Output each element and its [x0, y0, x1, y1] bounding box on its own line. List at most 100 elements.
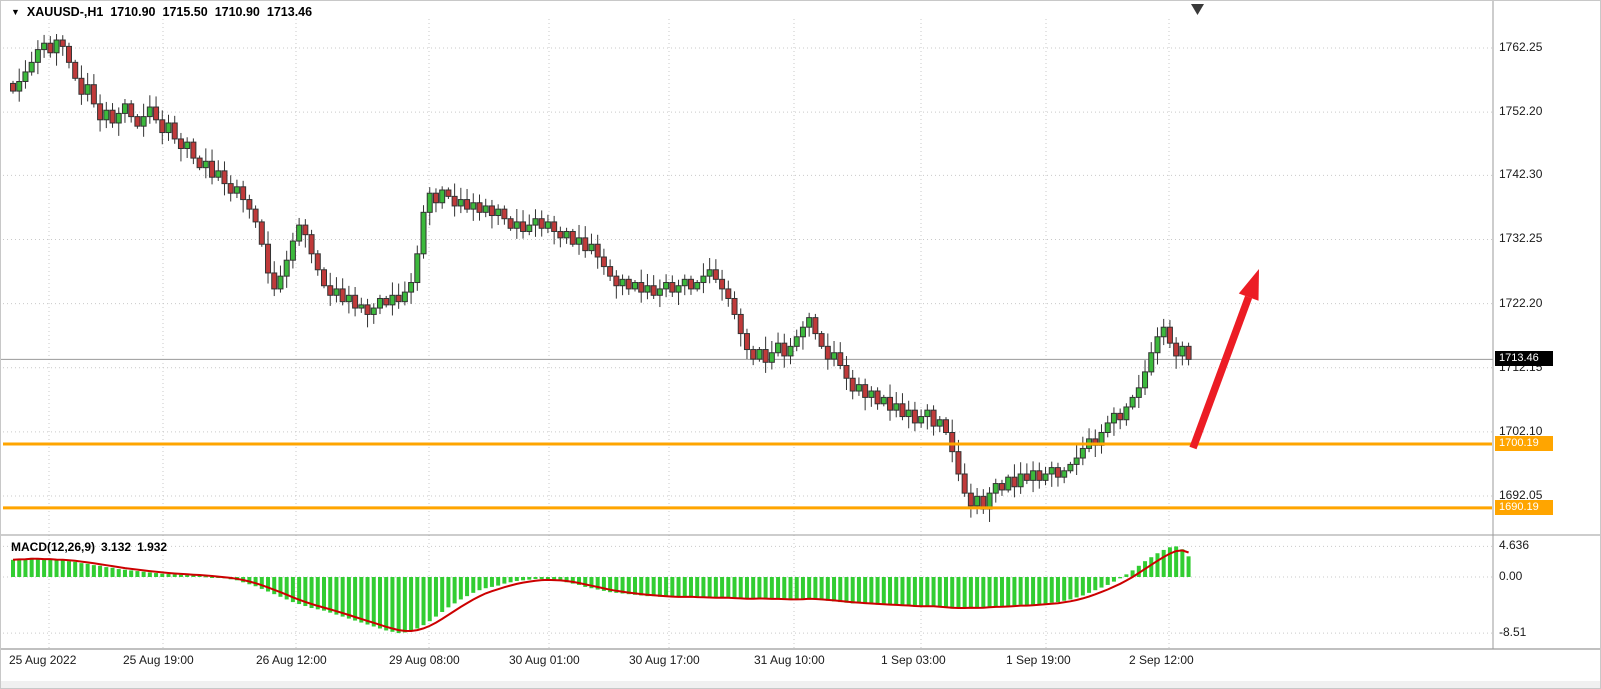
- candle-bearish: [557, 230, 564, 239]
- candle-bullish: [103, 109, 110, 121]
- candle-bullish: [202, 160, 209, 169]
- macd-histogram-bar: [956, 577, 961, 609]
- macd-histogram-bar: [489, 577, 494, 587]
- macd-histogram-bar: [17, 558, 22, 577]
- macd-histogram-bar: [688, 577, 693, 597]
- macd-histogram-bar: [931, 577, 936, 607]
- level-price-tag[interactable]: 1700.19: [1495, 436, 1553, 452]
- macd-histogram-bar: [203, 576, 208, 578]
- candle-bearish: [177, 138, 184, 150]
- macd-histogram-bar: [1130, 570, 1135, 577]
- macd-histogram-bar: [1180, 549, 1185, 577]
- symbol-period-label: XAUUSD-,H1: [26, 5, 104, 19]
- time-axis-label: 31 Aug 10:00: [754, 653, 825, 667]
- candle-bullish: [1104, 422, 1111, 434]
- candle-bullish: [140, 116, 147, 127]
- macd-histogram-bar: [782, 577, 787, 600]
- candle-bullish: [289, 240, 296, 261]
- macd-histogram-bar: [315, 577, 320, 610]
- candle-bearish: [1011, 476, 1018, 488]
- macd-histogram-bar: [309, 577, 314, 609]
- candle-bullish: [799, 326, 806, 338]
- candle-bearish: [10, 82, 16, 92]
- ohlc-header: ▼ XAUUSD-,H1 1710.90 1715.50 1710.90 171…: [11, 5, 312, 19]
- candle-bullish: [974, 495, 981, 507]
- candle-bearish: [625, 278, 632, 290]
- candle-bearish: [600, 256, 607, 268]
- macd-histogram-bar: [912, 577, 917, 607]
- candle-bearish: [507, 218, 514, 229]
- candle-bullish: [544, 221, 551, 229]
- macd-histogram-bar: [483, 577, 488, 589]
- macd-histogram-bar: [757, 577, 762, 599]
- macd-histogram-bar: [552, 577, 557, 581]
- macd-histogram-bar: [1186, 556, 1191, 577]
- level-price-tag[interactable]: 1690.19: [1495, 499, 1553, 515]
- candle-bullish: [482, 205, 489, 213]
- candle-bullish: [358, 304, 365, 309]
- macd-histogram-bar: [819, 577, 824, 601]
- macd-histogram-bar: [446, 577, 451, 608]
- candle-bearish: [488, 205, 495, 217]
- price-axis-label: 1722.20: [1499, 295, 1543, 310]
- candle-bullish: [426, 192, 433, 213]
- candle-bearish: [551, 221, 558, 232]
- candle-bullish: [439, 189, 446, 204]
- ohlc-close-value: 1713.46: [266, 5, 313, 19]
- candle-bearish: [1036, 470, 1043, 481]
- candle-bearish: [818, 333, 825, 347]
- macd-histogram-bar: [1080, 577, 1085, 596]
- macd-histogram-bar: [160, 573, 165, 577]
- macd-histogram-bar: [110, 567, 115, 577]
- macd-histogram-bar: [384, 577, 389, 631]
- candle-bullish: [22, 71, 29, 83]
- candle-bearish: [171, 122, 178, 140]
- candle-bearish: [862, 384, 869, 398]
- macd-main-value: 3.132: [101, 540, 132, 554]
- candle-bullish: [924, 409, 931, 418]
- candle-bullish: [345, 294, 352, 303]
- candle-bullish: [184, 141, 191, 150]
- macd-histogram-bar: [981, 577, 986, 608]
- candle-bearish: [998, 483, 1005, 491]
- macd-histogram-bar: [962, 577, 967, 609]
- candle-bearish: [731, 297, 738, 315]
- macd-histogram-bar: [807, 577, 812, 599]
- macd-histogram-bar: [844, 577, 849, 603]
- macd-histogram-bar: [166, 574, 171, 577]
- candle-bullish: [787, 345, 794, 357]
- macd-histogram-bar: [533, 577, 538, 579]
- candle-bearish: [719, 278, 726, 290]
- candle-bearish: [669, 282, 676, 293]
- candle-bullish: [563, 230, 570, 239]
- candle-bearish: [65, 45, 72, 63]
- macd-histogram-bar: [707, 577, 712, 599]
- macd-signal-value: 1.932: [137, 540, 168, 554]
- candle-bullish: [1061, 470, 1068, 478]
- candle-bullish: [1142, 371, 1149, 389]
- macd-histogram-bar: [122, 569, 127, 577]
- candle-bullish: [16, 81, 23, 92]
- candle-bearish: [638, 282, 645, 293]
- macd-histogram-bar: [359, 577, 364, 623]
- trend-arrow-shaft[interactable]: [1189, 295, 1253, 450]
- macd-histogram-bar: [838, 577, 843, 603]
- symbol-dropdown-icon[interactable]: ▼: [11, 7, 20, 17]
- macd-histogram-bar: [91, 565, 96, 577]
- macd-histogram-bar: [297, 577, 302, 605]
- candle-bullish: [277, 275, 284, 290]
- trend-arrow-head[interactable]: [1238, 269, 1259, 301]
- macd-histogram-bar: [452, 577, 457, 604]
- candle-bullish: [905, 409, 912, 418]
- macd-histogram-bar: [129, 570, 134, 577]
- candle-bullish: [1148, 352, 1155, 373]
- macd-histogram-bar: [651, 577, 656, 597]
- macd-histogram-bar: [197, 575, 202, 577]
- candle-bearish: [737, 313, 744, 335]
- candle-bullish: [121, 103, 128, 114]
- macd-histogram-bar: [863, 577, 868, 605]
- macd-histogram-bar: [682, 577, 687, 597]
- candle-bearish: [72, 61, 79, 79]
